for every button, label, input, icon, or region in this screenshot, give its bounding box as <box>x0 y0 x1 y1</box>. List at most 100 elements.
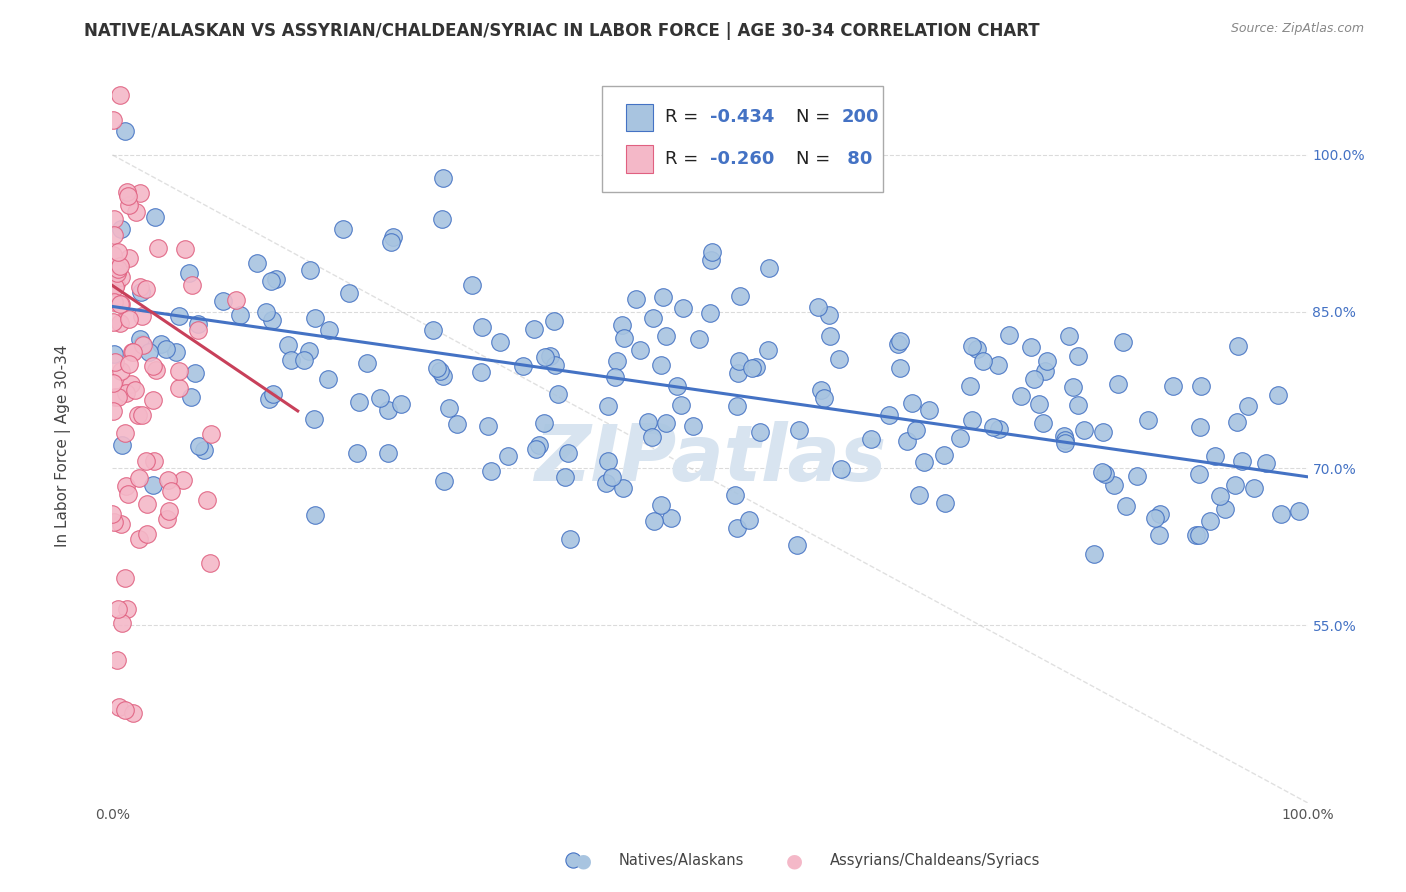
Point <box>105 266 128 280</box>
Point <box>655 417 678 431</box>
Point <box>128 471 150 485</box>
Point <box>561 853 583 867</box>
Point <box>114 124 136 138</box>
Point <box>887 337 910 351</box>
Point <box>489 335 512 350</box>
Point <box>129 186 152 200</box>
Point <box>758 260 780 275</box>
Point <box>225 293 247 307</box>
Point <box>1125 468 1147 483</box>
Point <box>702 244 724 259</box>
Point <box>377 403 399 417</box>
Point <box>1184 528 1206 542</box>
Point <box>813 391 835 405</box>
Text: N =: N = <box>796 150 831 168</box>
Point <box>1036 354 1059 368</box>
Point <box>142 359 165 373</box>
Point <box>103 347 125 361</box>
Point <box>107 262 129 277</box>
Point <box>101 508 124 522</box>
Point <box>187 439 209 453</box>
Point <box>101 403 124 417</box>
Point <box>828 352 851 367</box>
Point <box>682 419 704 434</box>
Point <box>1031 417 1053 431</box>
Point <box>960 413 983 427</box>
Point <box>889 360 911 375</box>
Point <box>987 358 1010 372</box>
Text: -0.260: -0.260 <box>710 150 775 168</box>
Point <box>143 210 166 224</box>
Point <box>337 285 360 300</box>
Point <box>246 256 269 270</box>
Point <box>299 263 322 277</box>
Point <box>120 376 142 391</box>
Point <box>529 437 551 451</box>
Point <box>665 379 688 393</box>
Point <box>108 297 131 311</box>
Point <box>254 304 277 318</box>
Point <box>136 497 159 511</box>
Point <box>332 221 354 235</box>
Point <box>304 508 326 522</box>
Point <box>346 446 368 460</box>
Point <box>1189 378 1212 392</box>
Point <box>110 516 132 531</box>
Point <box>135 282 157 296</box>
Point <box>554 469 576 483</box>
Point <box>988 422 1011 436</box>
Point <box>756 343 779 358</box>
Point <box>643 514 665 528</box>
Point <box>652 289 675 303</box>
Point <box>132 337 155 351</box>
Point <box>165 344 187 359</box>
Point <box>304 311 326 326</box>
Point <box>889 334 911 349</box>
Text: ●: ● <box>786 851 803 871</box>
Point <box>610 318 633 333</box>
Point <box>181 277 204 292</box>
Point <box>600 469 623 483</box>
Text: 80: 80 <box>842 150 873 168</box>
Point <box>728 289 751 303</box>
Point <box>262 386 284 401</box>
Point <box>1199 514 1222 528</box>
Point <box>1149 507 1171 521</box>
Point <box>298 343 321 358</box>
FancyBboxPatch shape <box>603 86 883 192</box>
Point <box>180 390 202 404</box>
Point <box>1028 397 1050 411</box>
Text: In Labor Force | Age 30-34: In Labor Force | Age 30-34 <box>55 344 72 548</box>
Point <box>1019 340 1042 354</box>
Point <box>104 280 127 294</box>
Point <box>543 314 565 328</box>
Point <box>1188 528 1211 542</box>
Point <box>661 511 683 525</box>
Point <box>628 343 651 357</box>
Point <box>121 344 143 359</box>
Point <box>260 313 283 327</box>
Text: NATIVE/ALASKAN VS ASSYRIAN/CHALDEAN/SYRIAC IN LABOR FORCE | AGE 30-34 CORRELATIO: NATIVE/ALASKAN VS ASSYRIAN/CHALDEAN/SYRI… <box>84 22 1040 40</box>
Point <box>380 235 402 249</box>
Point <box>114 479 136 493</box>
Point <box>524 442 547 456</box>
Point <box>613 331 636 345</box>
Point <box>479 464 502 478</box>
Point <box>193 443 215 458</box>
Point <box>108 316 131 330</box>
Point <box>107 390 129 404</box>
Point <box>523 322 546 336</box>
Point <box>738 513 761 527</box>
Point <box>641 311 664 326</box>
Point <box>138 345 160 359</box>
Point <box>125 205 148 219</box>
Point <box>949 431 972 445</box>
Point <box>142 454 165 468</box>
FancyBboxPatch shape <box>627 103 652 131</box>
Point <box>107 245 129 260</box>
Point <box>433 474 456 488</box>
Point <box>547 387 569 401</box>
Point <box>470 365 492 379</box>
Text: R =: R = <box>665 109 703 127</box>
Point <box>155 342 177 356</box>
